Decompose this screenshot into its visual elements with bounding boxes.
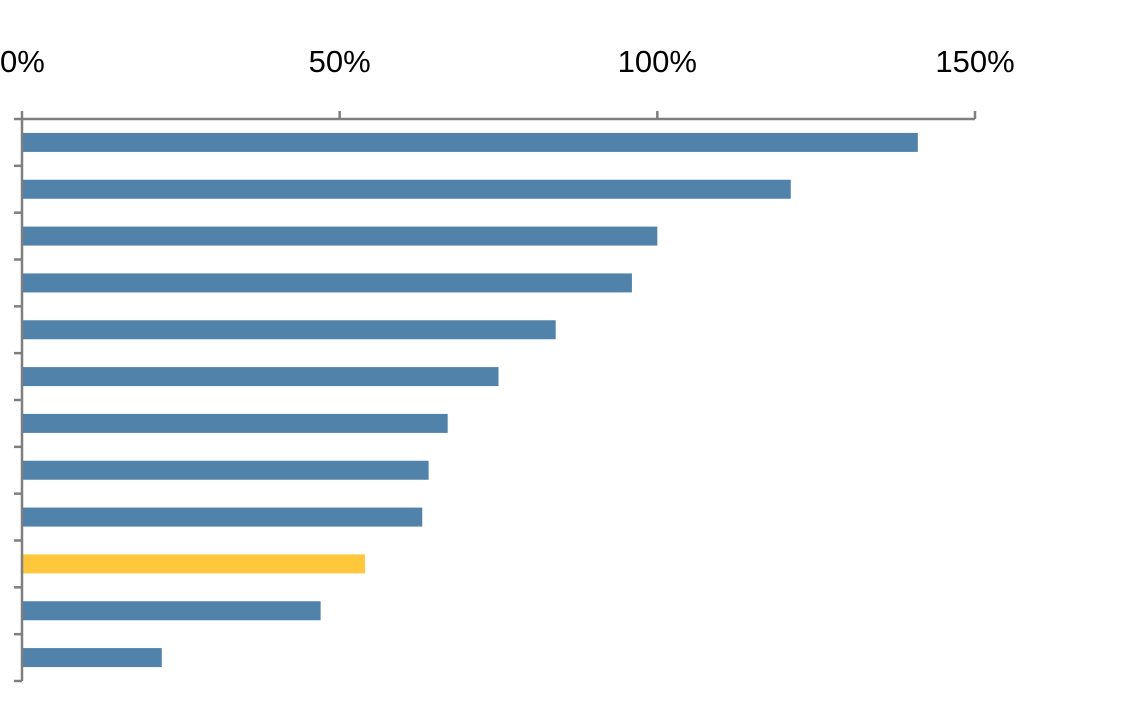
x-tick-label: 150% bbox=[935, 44, 1014, 79]
bar bbox=[22, 413, 448, 433]
bar bbox=[22, 460, 429, 480]
x-tick-label: 100% bbox=[618, 44, 697, 79]
bars-group bbox=[22, 132, 918, 668]
bar bbox=[22, 601, 321, 621]
bar bbox=[22, 507, 423, 527]
highlighted-bar bbox=[22, 554, 366, 574]
bar bbox=[22, 179, 791, 199]
bar bbox=[22, 320, 556, 340]
axes-group bbox=[14, 111, 977, 683]
bar bbox=[22, 648, 162, 668]
bar bbox=[22, 226, 658, 246]
x-tick-label: 50% bbox=[309, 44, 371, 79]
x-tick-label: 0% bbox=[0, 44, 45, 79]
bar bbox=[22, 132, 918, 152]
bar bbox=[22, 367, 499, 387]
bar bbox=[22, 273, 632, 293]
x-tick-labels: 0% 50% 100% 150% bbox=[0, 44, 1015, 79]
